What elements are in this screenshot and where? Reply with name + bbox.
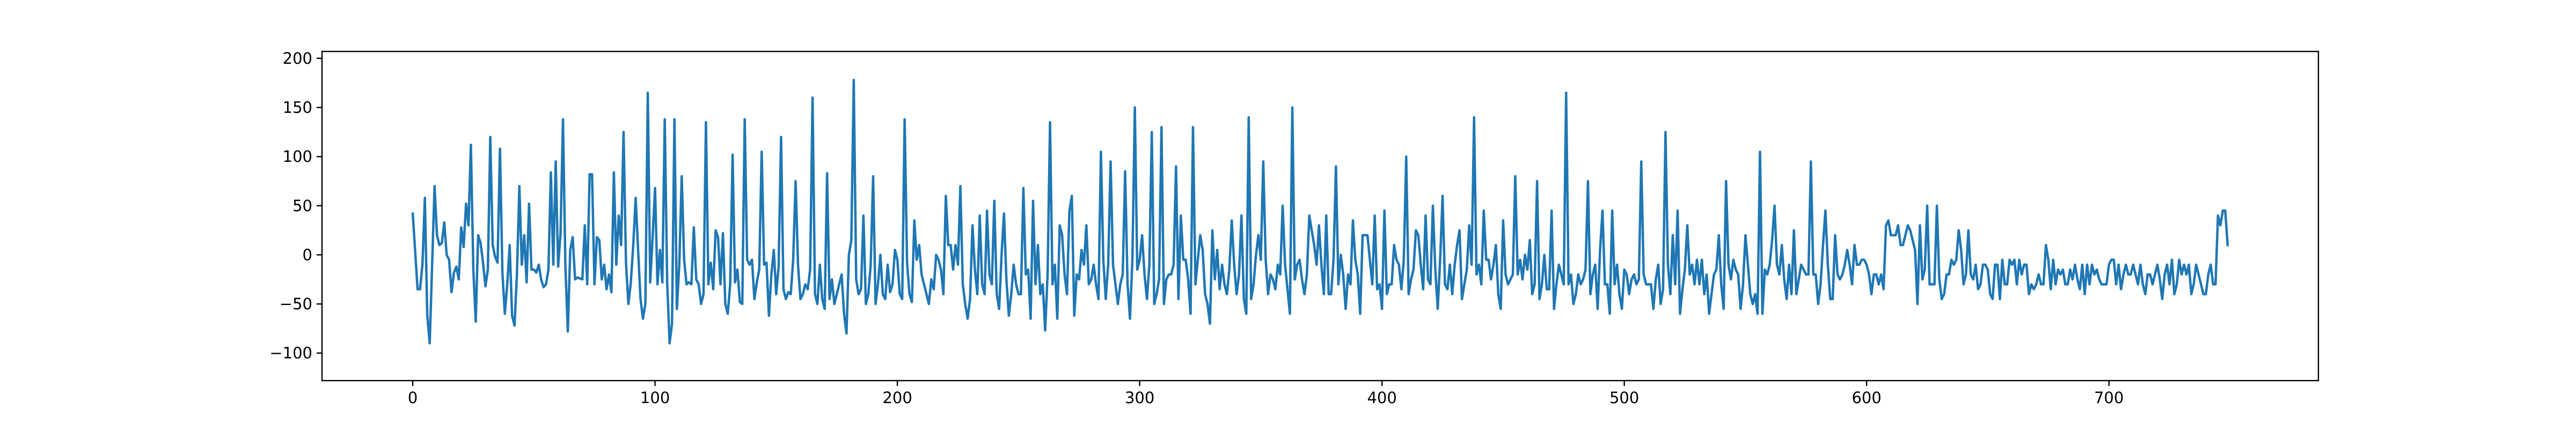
x-tick-label: 100 bbox=[640, 389, 670, 407]
x-tick-label: 400 bbox=[1367, 389, 1396, 407]
y-tick-label: −100 bbox=[269, 344, 312, 362]
y-axis: −100 −50 0 50 100 150 200 bbox=[269, 49, 322, 362]
y-tick-label: 200 bbox=[283, 49, 312, 68]
y-tick-label: 100 bbox=[283, 147, 312, 166]
axes-frame bbox=[321, 50, 2319, 382]
x-axis: 0 100 200 300 400 500 600 700 bbox=[408, 381, 2124, 407]
x-tick-label: 200 bbox=[882, 389, 912, 407]
x-tick-label: 0 bbox=[408, 389, 418, 407]
y-tick-label: 150 bbox=[283, 98, 312, 116]
y-tick-label: 50 bbox=[292, 197, 312, 215]
x-tick-label: 600 bbox=[1851, 389, 1881, 407]
y-tick-label: −50 bbox=[280, 295, 312, 313]
x-tick-label: 700 bbox=[2094, 389, 2124, 407]
axes-border bbox=[321, 50, 2319, 382]
y-tick-label: 0 bbox=[303, 246, 312, 264]
series-line bbox=[411, 78, 2229, 345]
series-layer bbox=[411, 78, 2229, 345]
x-tick-label: 500 bbox=[1609, 389, 1639, 407]
x-tick-label: 300 bbox=[1125, 389, 1154, 407]
